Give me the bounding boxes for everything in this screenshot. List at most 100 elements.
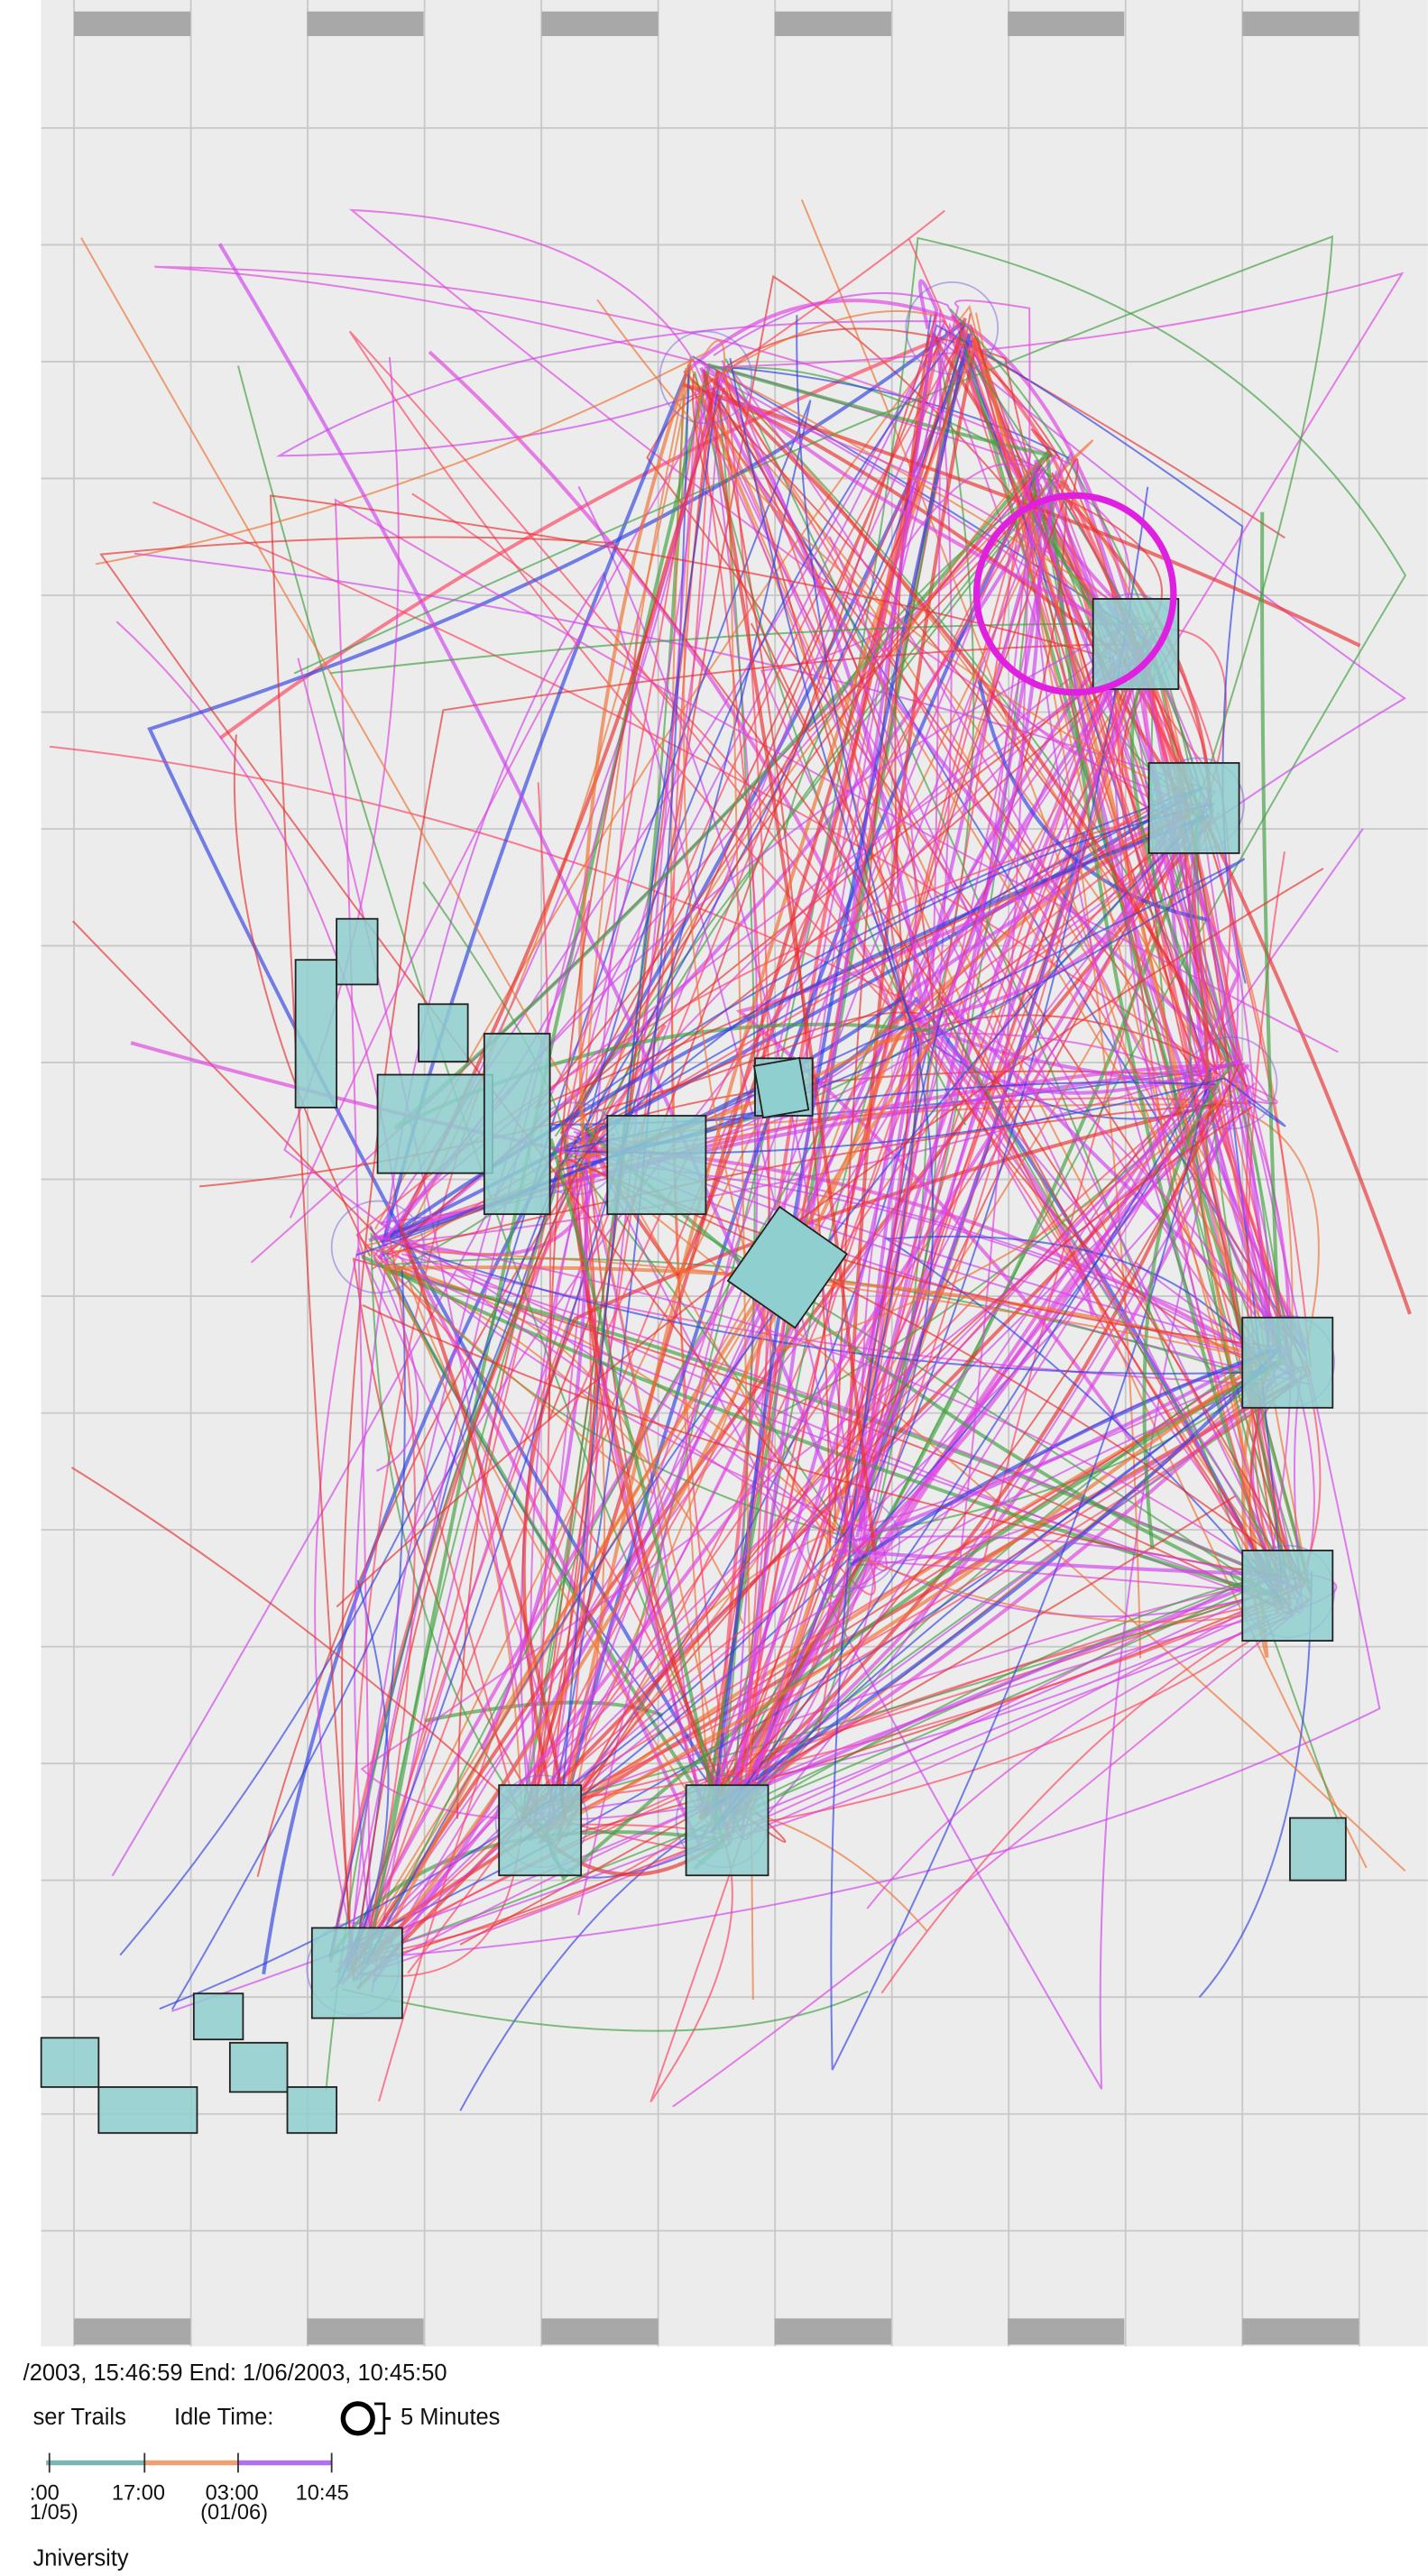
trail [355,1100,1225,1991]
trail [392,363,1368,1869]
top-bar [541,11,659,37]
trail [549,462,1036,1831]
trail [344,367,1230,1967]
trail [556,360,1304,1813]
top-bar [1242,11,1359,37]
idle-area [310,1927,403,2019]
idle-area [192,1992,244,2041]
trail [362,1158,1310,1582]
idle-area [606,1115,707,1216]
trail [354,1609,1293,1983]
trail [540,659,1141,1844]
idle-area [97,2085,198,2134]
idle-area [685,1784,769,1877]
trail [554,472,1060,1561]
idle-area [376,1073,493,1174]
idle-ring [659,330,753,425]
trail [355,209,945,1977]
trail [364,472,1186,1955]
idle-area [498,1784,583,1877]
idle-value: 5 Minutes [401,2405,500,2430]
trail [729,357,920,1544]
trail [706,1014,1280,1814]
trail [880,1614,1272,1994]
trail [375,1152,1306,1824]
trail [963,349,1293,1578]
timeline-label: 10:45 [296,2481,349,2505]
trail [334,457,1210,1973]
trail [560,381,720,1808]
layer-label: ser Trails [33,2405,126,2430]
timeline-label: 03:00 [206,2481,259,2505]
bottom-bar [307,2318,424,2345]
trail [722,327,1247,1075]
trail [80,237,838,1558]
trail [566,389,721,1132]
trail [147,321,1086,1820]
trail [348,208,1285,1610]
trail [388,1235,1280,1599]
trail [393,447,1276,1578]
trail [1054,439,1193,805]
trail [701,361,1133,1826]
trail [50,745,1193,1017]
idle-area [336,917,379,986]
idle-area [40,2037,100,2088]
trail [370,972,1286,1955]
idle-area [418,1003,469,1063]
scroll-bars [74,11,1359,2345]
idle-areas [40,598,1347,2134]
trail [72,920,385,1244]
trail [459,1824,706,2111]
trail [682,309,1240,1353]
trail [334,498,1339,1959]
trail [574,1011,920,1843]
trail [977,678,1211,923]
trail [373,1257,744,1624]
trail [297,658,537,1824]
trail [1198,1570,1313,1999]
trail [712,333,1282,1810]
trail [337,1584,1302,1964]
trail [530,371,1313,1836]
trail [353,807,1183,1981]
bottom-bar [541,2318,659,2345]
idle-area [726,1205,849,1329]
idle-area [1092,598,1180,690]
trail [828,536,917,1010]
trail [370,660,1312,2108]
trail [831,1017,930,1598]
idle-ring [1184,1035,1278,1130]
trail [293,235,1334,791]
top-bar [307,11,424,37]
time-range: /2003, 15:46:59 End: 1/06/2003, 10:45:50 [23,2360,447,2386]
trail [714,393,1068,1228]
trail [566,428,1062,1128]
trail [534,511,1282,1881]
trail [715,369,1215,1079]
bottom-bar [774,2318,891,2345]
trail [843,654,1144,1532]
trail [560,1148,1276,1598]
timeline-date: (01/06) [200,2501,268,2525]
trail [548,1355,1268,1832]
trail [730,279,939,1825]
trail [398,370,721,1819]
trail [336,867,1324,1608]
trail [373,619,1277,1472]
selection-circle [972,492,1177,696]
idle-area [483,1033,551,1216]
timeline-date: 1/05) [30,2501,78,2525]
trail [861,312,1286,1624]
idle-area [1289,1817,1347,1881]
idle-ring [330,1200,425,1294]
bottom-bar [74,2318,191,2345]
timeline-label: :00 [30,2481,60,2505]
idle-area [752,1056,810,1119]
idle-icon-bracket [373,2402,392,2435]
trail [111,320,946,1877]
idle-ring [905,281,1000,375]
trail [95,339,726,566]
trail [901,995,1218,1092]
